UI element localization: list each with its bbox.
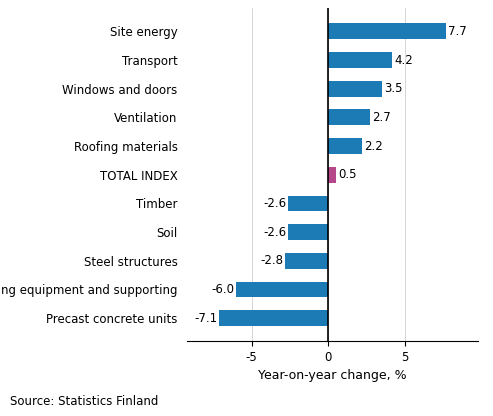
Text: Source: Statistics Finland: Source: Statistics Finland: [10, 395, 158, 408]
Bar: [328, 167, 336, 183]
Bar: [328, 81, 382, 97]
Text: -2.6: -2.6: [263, 197, 286, 210]
Bar: [328, 138, 362, 154]
Text: -7.1: -7.1: [194, 312, 217, 324]
Text: 7.7: 7.7: [448, 25, 467, 38]
Text: -2.8: -2.8: [260, 254, 283, 267]
Bar: [219, 310, 328, 326]
Text: 0.5: 0.5: [338, 168, 356, 181]
Bar: [288, 224, 328, 240]
Text: -2.6: -2.6: [263, 225, 286, 238]
Bar: [328, 23, 446, 39]
X-axis label: Year-on-year change, %: Year-on-year change, %: [258, 369, 407, 382]
Bar: [285, 253, 328, 269]
Bar: [288, 196, 328, 211]
Text: 2.7: 2.7: [372, 111, 390, 124]
Bar: [236, 282, 328, 297]
Text: -6.0: -6.0: [211, 283, 234, 296]
Text: 3.5: 3.5: [384, 82, 403, 95]
Bar: [328, 109, 370, 125]
Text: 2.2: 2.2: [364, 139, 383, 153]
Text: 4.2: 4.2: [395, 54, 414, 67]
Bar: [328, 52, 392, 68]
